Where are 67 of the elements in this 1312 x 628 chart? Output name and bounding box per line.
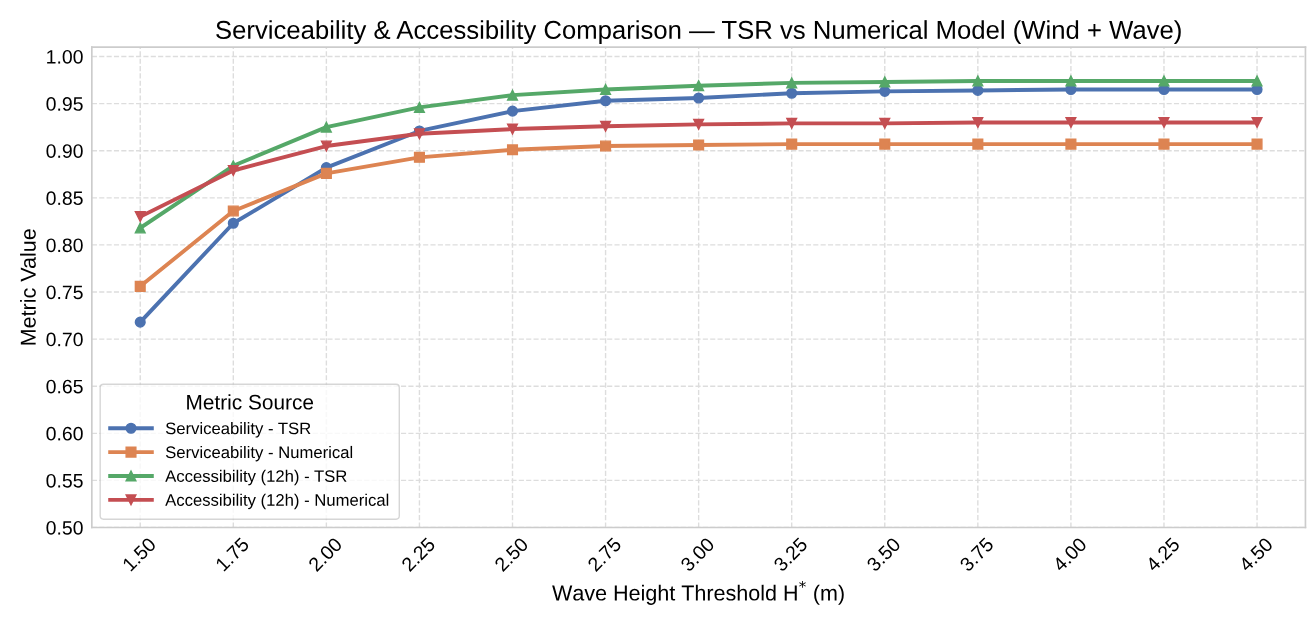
x-tick-label: 3.00 (679, 536, 716, 573)
point (1251, 75, 1263, 87)
point (972, 116, 984, 129)
point (506, 105, 519, 117)
x-axis-title: Wave Height Threshold H$^{*}$ (m) (552, 580, 844, 605)
point (1251, 116, 1263, 129)
y-tick-label: 0.55 (46, 473, 83, 488)
point (1065, 138, 1077, 150)
legend-label: Accessibility (12h) - Numerical (165, 493, 389, 510)
point (227, 217, 239, 229)
x-tick-label: 4.00 (1051, 536, 1088, 573)
point (879, 117, 891, 129)
point (134, 280, 146, 292)
x-tick-label: 4.50 (1237, 536, 1274, 573)
x-tick-label: 4.25 (1144, 536, 1181, 573)
point (413, 151, 425, 163)
point (693, 139, 705, 151)
point (413, 101, 425, 113)
point (972, 75, 984, 87)
point (600, 83, 612, 96)
point (227, 205, 239, 217)
point (972, 138, 984, 150)
point (134, 316, 146, 328)
point (134, 222, 146, 234)
y-tick-label: 0.80 (46, 238, 83, 253)
point (320, 121, 332, 133)
point (786, 138, 798, 150)
point (1065, 116, 1077, 129)
point (786, 87, 798, 99)
point (1065, 75, 1077, 87)
y-tick-label: 0.60 (46, 426, 83, 441)
y-axis-title: Metric Value (20, 229, 36, 345)
chart-title: Serviceability & Accessibility Comparison — TSR vs Numerical Model (Wind + Wave) (216, 20, 1181, 45)
y-tick-label: 0.75 (46, 285, 83, 300)
point (600, 120, 612, 132)
point (227, 164, 239, 177)
point (1251, 138, 1263, 150)
point (693, 118, 705, 130)
x-tick-label: 3.50 (865, 536, 902, 573)
legend-title: Metric Source (187, 394, 314, 410)
legend-label: Serviceability - TSR (165, 422, 311, 438)
point (693, 80, 705, 92)
y-tick-label: 0.95 (46, 97, 83, 111)
y-tick-label: 0.85 (46, 191, 83, 206)
point (134, 211, 146, 223)
point (786, 117, 798, 129)
point (320, 167, 332, 179)
y-tick-label: 0.70 (46, 332, 83, 347)
y-tick-label: 0.90 (46, 144, 83, 158)
y-tick-label: 1.00 (47, 49, 83, 64)
y-tick-label: 0.50 (46, 520, 83, 535)
point (786, 77, 798, 89)
point (506, 144, 519, 156)
point (879, 138, 891, 150)
point (600, 95, 612, 107)
y-tick-label: 0.65 (46, 379, 83, 394)
point (879, 76, 891, 88)
point (1158, 75, 1170, 87)
point (320, 140, 332, 152)
point (693, 92, 705, 104)
point (600, 140, 612, 152)
legend-label: Serviceability - Numerical (165, 445, 353, 462)
point (506, 89, 519, 101)
point (506, 123, 519, 135)
point (1158, 116, 1170, 129)
point (1158, 138, 1170, 150)
legend-label: Accessibility (12h) - TSR (165, 469, 347, 486)
